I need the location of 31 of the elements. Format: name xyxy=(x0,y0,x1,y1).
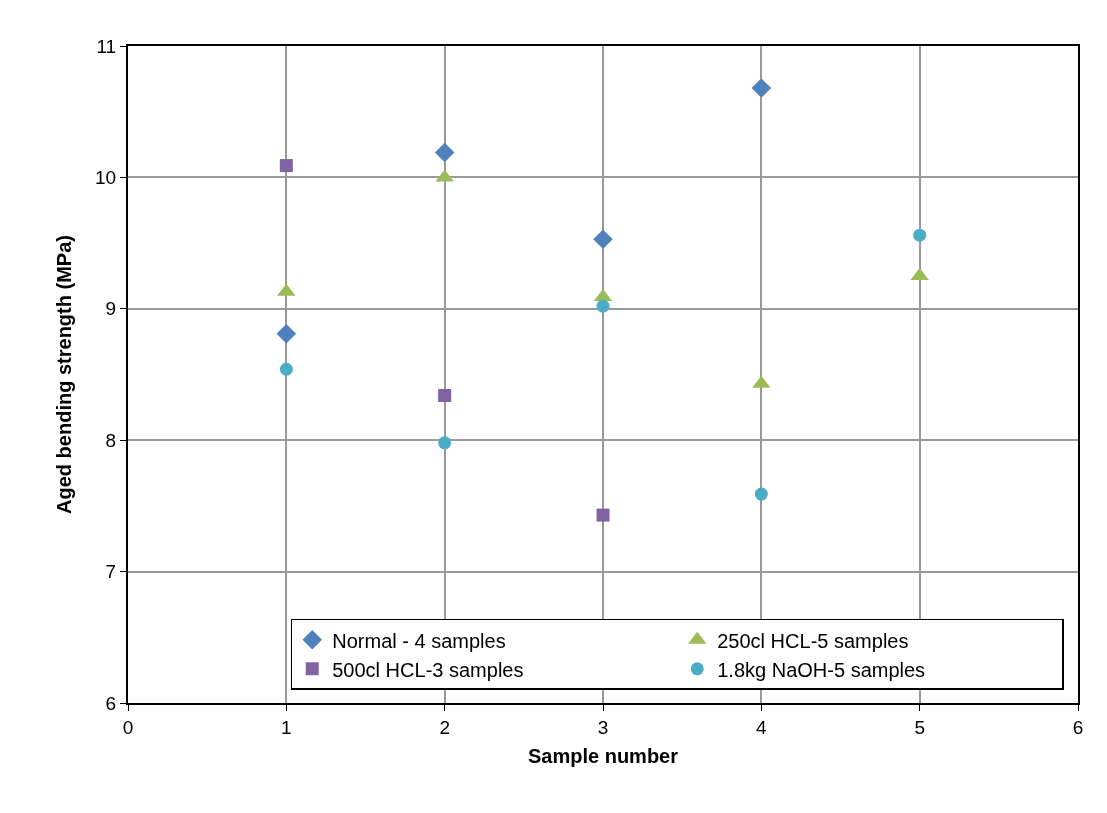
point xyxy=(751,78,772,98)
point xyxy=(913,228,927,242)
point xyxy=(438,389,452,403)
x-tick-label: 1 xyxy=(281,716,292,738)
point xyxy=(434,142,455,163)
legend-label: 1.8kg NaOH-5 samples xyxy=(717,658,926,681)
legend-label: 250cl HCL-5 samples xyxy=(717,629,909,652)
y-tick-label: 11 xyxy=(96,35,117,57)
x-tick-label: 5 xyxy=(914,716,925,738)
y-tick-label: 8 xyxy=(105,429,117,451)
y-tick-label: 9 xyxy=(105,298,117,320)
x-tick-label: 0 xyxy=(122,716,134,738)
y-tick-label: 10 xyxy=(95,167,117,189)
x-tick-label: 4 xyxy=(756,716,768,738)
legend-label: Normal - 4 samples xyxy=(332,629,506,652)
point xyxy=(754,487,768,501)
y-axis-title: Aged bending strength (MPa) xyxy=(53,235,76,514)
point xyxy=(596,508,610,522)
y-tick-label: 7 xyxy=(105,561,117,583)
point xyxy=(593,229,613,249)
point xyxy=(279,362,293,376)
y-tick-label: 6 xyxy=(105,692,117,714)
x-axis-title: Sample number xyxy=(527,744,679,767)
x-tick-label: 3 xyxy=(597,716,609,738)
point xyxy=(438,436,452,450)
point xyxy=(276,324,297,344)
x-tick-label: 6 xyxy=(1072,716,1084,738)
point xyxy=(279,159,293,173)
x-tick-label: 2 xyxy=(439,716,450,738)
point xyxy=(596,299,610,313)
legend-label: 500cl HCL-3 samples xyxy=(332,658,524,681)
